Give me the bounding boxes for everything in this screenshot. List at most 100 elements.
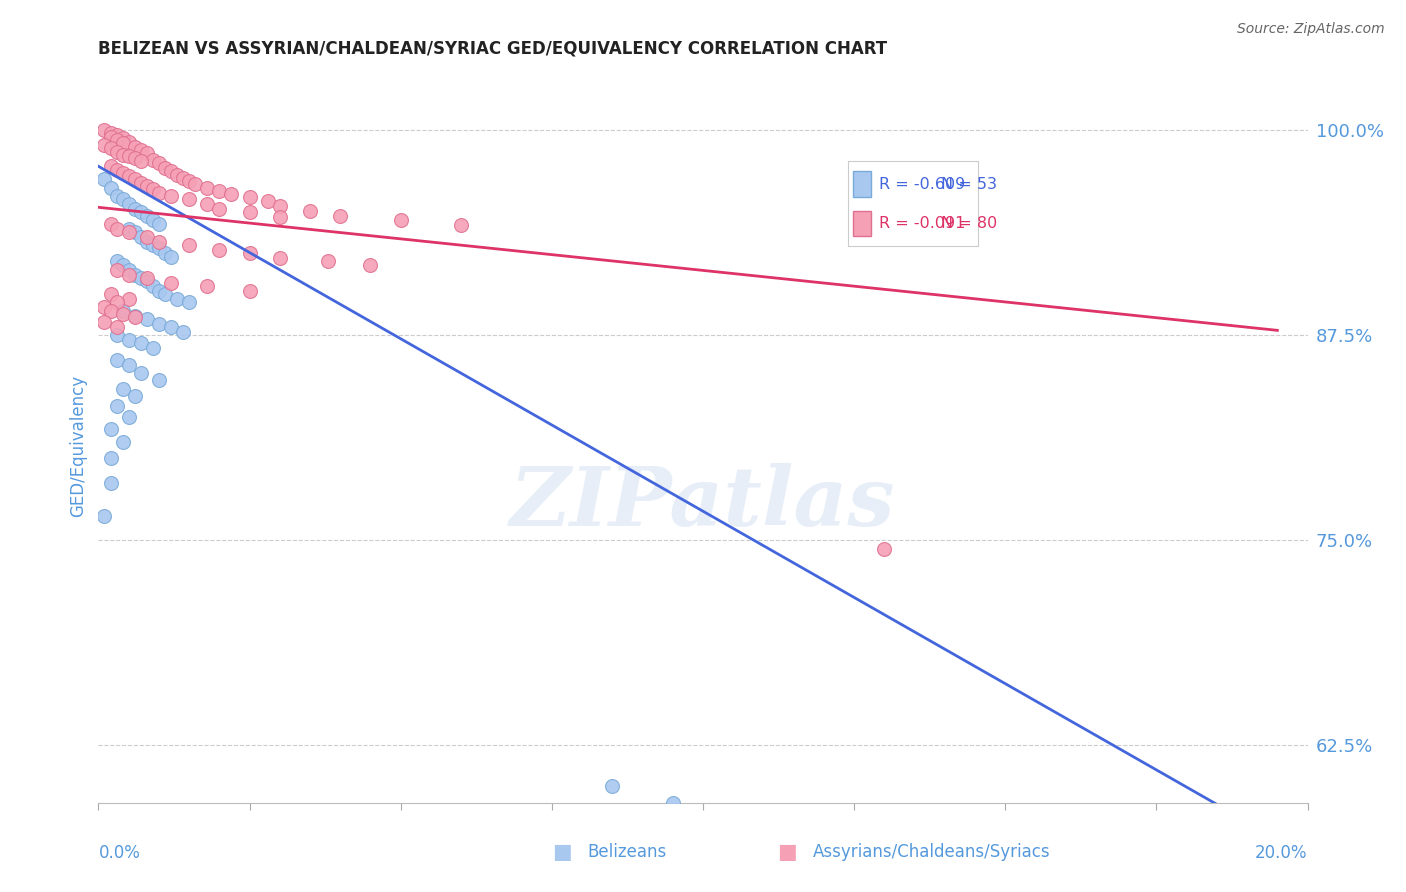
Point: [221, 187, 243, 202]
Point: [153, 246, 176, 260]
Point: [129, 154, 152, 169]
Point: [172, 325, 194, 339]
Point: [239, 205, 262, 219]
Point: [124, 202, 146, 216]
Text: 0.0%: 0.0%: [98, 844, 141, 862]
Point: [450, 219, 472, 233]
Point: [389, 213, 412, 227]
Point: [124, 309, 146, 323]
Point: [111, 148, 134, 162]
Point: [135, 274, 157, 288]
Point: [111, 258, 134, 272]
Point: [111, 136, 134, 151]
Point: [148, 186, 170, 200]
Point: [105, 352, 128, 367]
Point: [118, 292, 141, 306]
Point: [135, 146, 157, 161]
Point: [148, 317, 170, 331]
Point: [299, 203, 322, 218]
Point: [100, 303, 122, 318]
Text: N = 80: N = 80: [942, 216, 998, 231]
Bar: [853, 211, 872, 236]
Point: [105, 254, 128, 268]
Point: [172, 170, 194, 185]
Point: [160, 189, 183, 203]
Point: [105, 399, 128, 413]
Point: [129, 205, 152, 219]
Point: [100, 451, 122, 466]
Point: [124, 151, 146, 165]
Point: [93, 508, 115, 523]
Point: [208, 202, 231, 216]
Point: [148, 217, 170, 231]
Point: [135, 270, 157, 285]
Point: [118, 197, 141, 211]
Point: [100, 127, 122, 141]
Text: Source: ZipAtlas.com: Source: ZipAtlas.com: [1237, 22, 1385, 37]
Point: [160, 320, 183, 334]
Point: [118, 358, 141, 372]
Point: [124, 389, 146, 403]
Point: [316, 254, 339, 268]
Point: [269, 199, 291, 213]
Point: [111, 307, 134, 321]
Point: [105, 145, 128, 159]
Point: [142, 238, 165, 252]
Point: [135, 230, 157, 244]
Point: [177, 192, 201, 206]
Point: [118, 149, 141, 163]
Point: [118, 225, 141, 239]
Text: ZIPatlas: ZIPatlas: [510, 463, 896, 543]
Point: [873, 541, 896, 556]
Point: [111, 383, 134, 397]
Point: [195, 180, 218, 194]
Point: [602, 780, 624, 794]
Point: [239, 190, 262, 204]
Point: [105, 320, 128, 334]
Point: [93, 315, 115, 329]
Point: [118, 169, 141, 183]
Point: [135, 235, 157, 249]
Point: [177, 295, 201, 310]
Point: [100, 159, 122, 173]
Point: [105, 328, 128, 343]
Point: [129, 176, 152, 190]
Point: [142, 213, 165, 227]
Point: [160, 164, 183, 178]
Point: [269, 251, 291, 265]
Point: [118, 221, 141, 235]
Y-axis label: GED/Equivalency: GED/Equivalency: [69, 375, 87, 517]
Point: [148, 156, 170, 170]
Point: [105, 162, 128, 177]
Point: [135, 311, 157, 326]
Point: [124, 172, 146, 186]
Point: [148, 373, 170, 387]
Point: [329, 209, 352, 223]
Point: [177, 238, 201, 252]
Point: [118, 410, 141, 425]
Point: [142, 279, 165, 293]
Point: [124, 310, 146, 325]
Point: [135, 179, 157, 194]
Point: [111, 303, 134, 318]
Point: [118, 333, 141, 347]
Point: [129, 143, 152, 157]
Point: [100, 287, 122, 301]
Point: [208, 184, 231, 198]
Point: [105, 221, 128, 235]
Bar: [853, 171, 872, 197]
Point: [118, 262, 141, 277]
Point: [239, 246, 262, 260]
Point: [100, 180, 122, 194]
Point: [208, 243, 231, 257]
Point: [661, 796, 683, 810]
Point: [177, 174, 201, 188]
Point: [105, 133, 128, 147]
Point: [160, 250, 183, 264]
Point: [100, 422, 122, 436]
Text: ■: ■: [553, 842, 572, 862]
Point: [153, 161, 176, 175]
Point: [148, 284, 170, 298]
Point: [93, 123, 115, 137]
Text: Belizeans: Belizeans: [588, 843, 666, 861]
